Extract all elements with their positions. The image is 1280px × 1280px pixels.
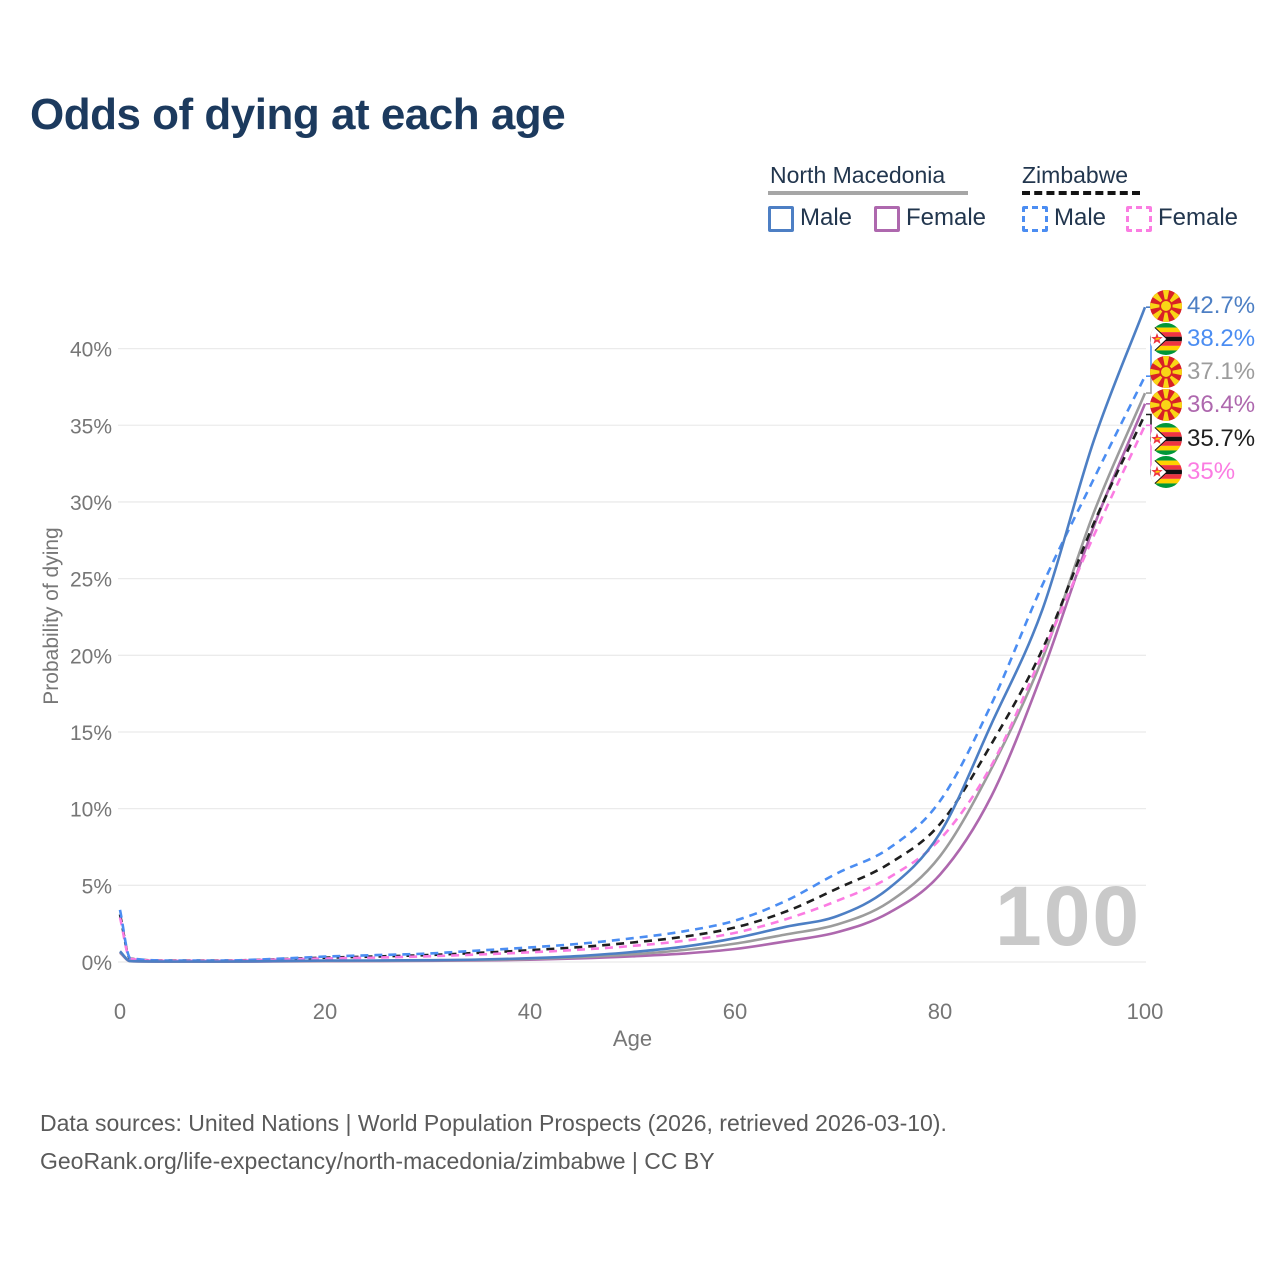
series-end-value: 35% <box>1187 458 1236 485</box>
legend-group-title-zimbabwe: Zimbabwe <box>1022 162 1129 188</box>
series-end-value: 35.7% <box>1187 425 1256 452</box>
series-end-label: 36.4% <box>1150 388 1255 422</box>
north-macedonia-flag-icon <box>1150 389 1182 421</box>
legend-swatch-zimbabwe-female <box>1126 206 1152 232</box>
x-tick-label: 80 <box>928 999 952 1024</box>
series-line-north-macedonia-both <box>119 392 1147 963</box>
y-tick-label: 30% <box>70 492 112 515</box>
y-tick-label: 40% <box>70 339 112 362</box>
y-tick-label: 15% <box>70 722 112 745</box>
series-end-value: 36.4% <box>1187 391 1256 418</box>
legend-swatch-zimbabwe-male <box>1022 206 1048 232</box>
legend-item-north-macedonia-male-label: Male <box>800 204 853 231</box>
north-macedonia-flag-icon <box>1150 356 1182 388</box>
x-tick-label: 40 <box>518 999 542 1024</box>
series-end-label: 35% <box>1150 455 1235 489</box>
legend-item-north-macedonia-female-label: Female <box>906 204 987 231</box>
series-line-zimbabwe-male <box>118 375 1147 962</box>
legend-line-sample-zimbabwe <box>1022 191 1140 195</box>
x-tick-label: 60 <box>723 999 747 1024</box>
y-tick-label: 10% <box>70 799 112 822</box>
series-end-value: 37.1% <box>1187 358 1256 385</box>
legend-item-zimbabwe-female-label: Female <box>1158 204 1239 231</box>
series-end-value: 42.7% <box>1187 292 1256 319</box>
zimbabwe-flag-icon <box>1150 456 1182 488</box>
y-tick-label: 5% <box>82 875 112 898</box>
x-axis-title: Age <box>612 1026 653 1051</box>
y-tick-label: 35% <box>70 415 112 438</box>
y-tick-label: 20% <box>70 645 112 668</box>
legend-group-title-north-macedonia: North Macedonia <box>770 162 946 188</box>
page-title: Odds of dying at each age <box>30 90 566 139</box>
y-tick-label: 0% <box>82 952 112 975</box>
attribution-text: GeoRank.org/life-expectancy/north-macedo… <box>40 1148 715 1174</box>
x-tick-label: 100 <box>1127 999 1164 1024</box>
series-end-label: 35.7% <box>1150 422 1255 456</box>
legend-item-zimbabwe-male-label: Male <box>1054 204 1107 231</box>
legend-swatch-north-macedonia-male <box>768 206 794 232</box>
watermark-age-100: 100 <box>995 869 1142 963</box>
series-end-label: 37.1% <box>1150 355 1255 389</box>
series-line-north-macedonia-female <box>119 403 1147 963</box>
series-end-value: 38.2% <box>1187 325 1256 352</box>
zimbabwe-flag-icon <box>1150 323 1182 355</box>
y-axis-title: Probability of dying <box>40 527 63 705</box>
zimbabwe-flag-icon <box>1150 423 1182 455</box>
north-macedonia-flag-icon <box>1150 290 1182 322</box>
series-line-zimbabwe-female <box>118 424 1147 963</box>
series-line-zimbabwe-both <box>118 413 1147 962</box>
data-sources-text: Data sources: United Nations | World Pop… <box>40 1110 947 1136</box>
series-line-north-macedonia-male <box>119 306 1147 963</box>
legend-line-sample-north-macedonia <box>768 191 968 195</box>
y-tick-label: 25% <box>70 569 112 592</box>
x-tick-label: 0 <box>114 999 126 1024</box>
chart-plot-area: 0% 5% 10% 15% 20% 25% 30% 35% 40% 0 20 40 60 80 100 <box>70 305 1164 1024</box>
series-end-label: 38.2% <box>1150 322 1255 356</box>
legend-swatch-north-macedonia-female <box>874 206 900 232</box>
series-end-label: 42.7% <box>1150 289 1255 323</box>
x-tick-label: 20 <box>313 999 337 1024</box>
